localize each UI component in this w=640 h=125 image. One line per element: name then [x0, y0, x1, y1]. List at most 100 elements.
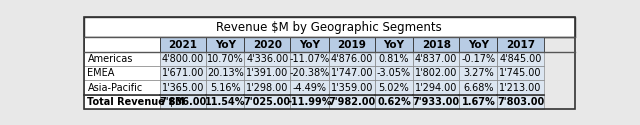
Text: Asia-Pacific: Asia-Pacific	[88, 83, 143, 93]
Bar	[413, 80, 460, 95]
Text: 1'802.00: 1'802.00	[415, 68, 458, 78]
Bar	[206, 66, 244, 80]
Bar	[244, 66, 291, 80]
Bar	[291, 37, 329, 52]
Text: 2020: 2020	[253, 40, 282, 50]
Text: 4'800.00: 4'800.00	[162, 54, 204, 64]
Text: 7'933.00: 7'933.00	[413, 97, 460, 107]
Bar	[413, 66, 460, 80]
Bar	[160, 95, 206, 109]
Text: 1.67%: 1.67%	[461, 97, 495, 107]
Text: 5.02%: 5.02%	[379, 83, 410, 93]
Bar	[160, 80, 206, 95]
Bar	[160, 66, 206, 80]
Text: 2019: 2019	[337, 40, 366, 50]
Bar	[329, 66, 375, 80]
Text: -11.99%: -11.99%	[287, 97, 332, 107]
Text: 7'836.00: 7'836.00	[159, 97, 207, 107]
Text: -0.17%: -0.17%	[461, 54, 495, 64]
Bar	[497, 95, 543, 109]
Bar	[460, 37, 497, 52]
Bar	[497, 52, 543, 66]
Text: -20.38%: -20.38%	[289, 68, 330, 78]
Bar	[291, 52, 329, 66]
Text: 7'803.00: 7'803.00	[497, 97, 544, 107]
Text: 7'025.00: 7'025.00	[244, 97, 291, 107]
Text: 2021: 2021	[168, 40, 198, 50]
Text: 4'837.00: 4'837.00	[415, 54, 458, 64]
Bar	[497, 80, 543, 95]
Text: 1'213.00: 1'213.00	[499, 83, 541, 93]
Text: 1'747.00: 1'747.00	[330, 68, 373, 78]
Text: Total Revenue $M: Total Revenue $M	[88, 97, 185, 107]
Text: 10.70%: 10.70%	[207, 54, 244, 64]
Bar	[329, 37, 375, 52]
Bar	[375, 37, 413, 52]
Bar	[497, 37, 543, 52]
Text: 20.13%: 20.13%	[207, 68, 244, 78]
Text: -11.07%: -11.07%	[289, 54, 330, 64]
Text: 1'745.00: 1'745.00	[499, 68, 542, 78]
Text: YoY: YoY	[299, 40, 320, 50]
Text: 4'876.00: 4'876.00	[331, 54, 373, 64]
Bar	[206, 52, 244, 66]
Text: 6.68%: 6.68%	[463, 83, 493, 93]
Text: -4.49%: -4.49%	[292, 83, 326, 93]
Text: Revenue $M by Geographic Segments: Revenue $M by Geographic Segments	[216, 21, 442, 34]
Text: 4'845.00: 4'845.00	[499, 54, 541, 64]
Bar	[244, 80, 291, 95]
Bar	[329, 52, 375, 66]
Bar	[329, 95, 375, 109]
Bar	[460, 52, 497, 66]
Bar	[413, 37, 460, 52]
Bar	[244, 95, 291, 109]
Text: 7'982.00: 7'982.00	[328, 97, 376, 107]
Text: 2017: 2017	[506, 40, 535, 50]
Text: 1'359.00: 1'359.00	[331, 83, 373, 93]
Bar	[244, 52, 291, 66]
Text: 1'294.00: 1'294.00	[415, 83, 458, 93]
Bar	[84, 95, 160, 109]
Bar	[497, 66, 543, 80]
Bar	[460, 95, 497, 109]
Text: 1'671.00: 1'671.00	[162, 68, 204, 78]
Text: EMEA: EMEA	[88, 68, 115, 78]
Bar	[460, 80, 497, 95]
Text: 1'365.00: 1'365.00	[162, 83, 204, 93]
Bar	[84, 17, 575, 37]
Bar	[206, 80, 244, 95]
Text: 3.27%: 3.27%	[463, 68, 493, 78]
Bar	[375, 66, 413, 80]
Bar	[84, 66, 160, 80]
Bar	[206, 95, 244, 109]
Bar	[84, 37, 160, 52]
Bar	[329, 80, 375, 95]
Bar	[460, 66, 497, 80]
Bar	[413, 52, 460, 66]
Bar	[206, 37, 244, 52]
Bar	[244, 37, 291, 52]
Bar	[291, 80, 329, 95]
Bar	[375, 95, 413, 109]
Text: YoY: YoY	[468, 40, 489, 50]
Bar	[291, 95, 329, 109]
Text: 5.16%: 5.16%	[210, 83, 241, 93]
Text: -3.05%: -3.05%	[377, 68, 411, 78]
Bar	[160, 37, 206, 52]
Bar	[84, 52, 160, 66]
Text: YoY: YoY	[215, 40, 236, 50]
Bar	[413, 95, 460, 109]
Text: 1'298.00: 1'298.00	[246, 83, 289, 93]
Text: 1'391.00: 1'391.00	[246, 68, 289, 78]
Text: YoY: YoY	[383, 40, 404, 50]
Text: 2018: 2018	[422, 40, 451, 50]
Text: Americas: Americas	[88, 54, 133, 64]
Bar	[291, 66, 329, 80]
Text: 11.54%: 11.54%	[205, 97, 246, 107]
Bar	[84, 80, 160, 95]
Bar	[375, 80, 413, 95]
Text: 0.81%: 0.81%	[379, 54, 409, 64]
Text: 4'336.00: 4'336.00	[246, 54, 289, 64]
Bar	[375, 52, 413, 66]
Text: 0.62%: 0.62%	[377, 97, 411, 107]
